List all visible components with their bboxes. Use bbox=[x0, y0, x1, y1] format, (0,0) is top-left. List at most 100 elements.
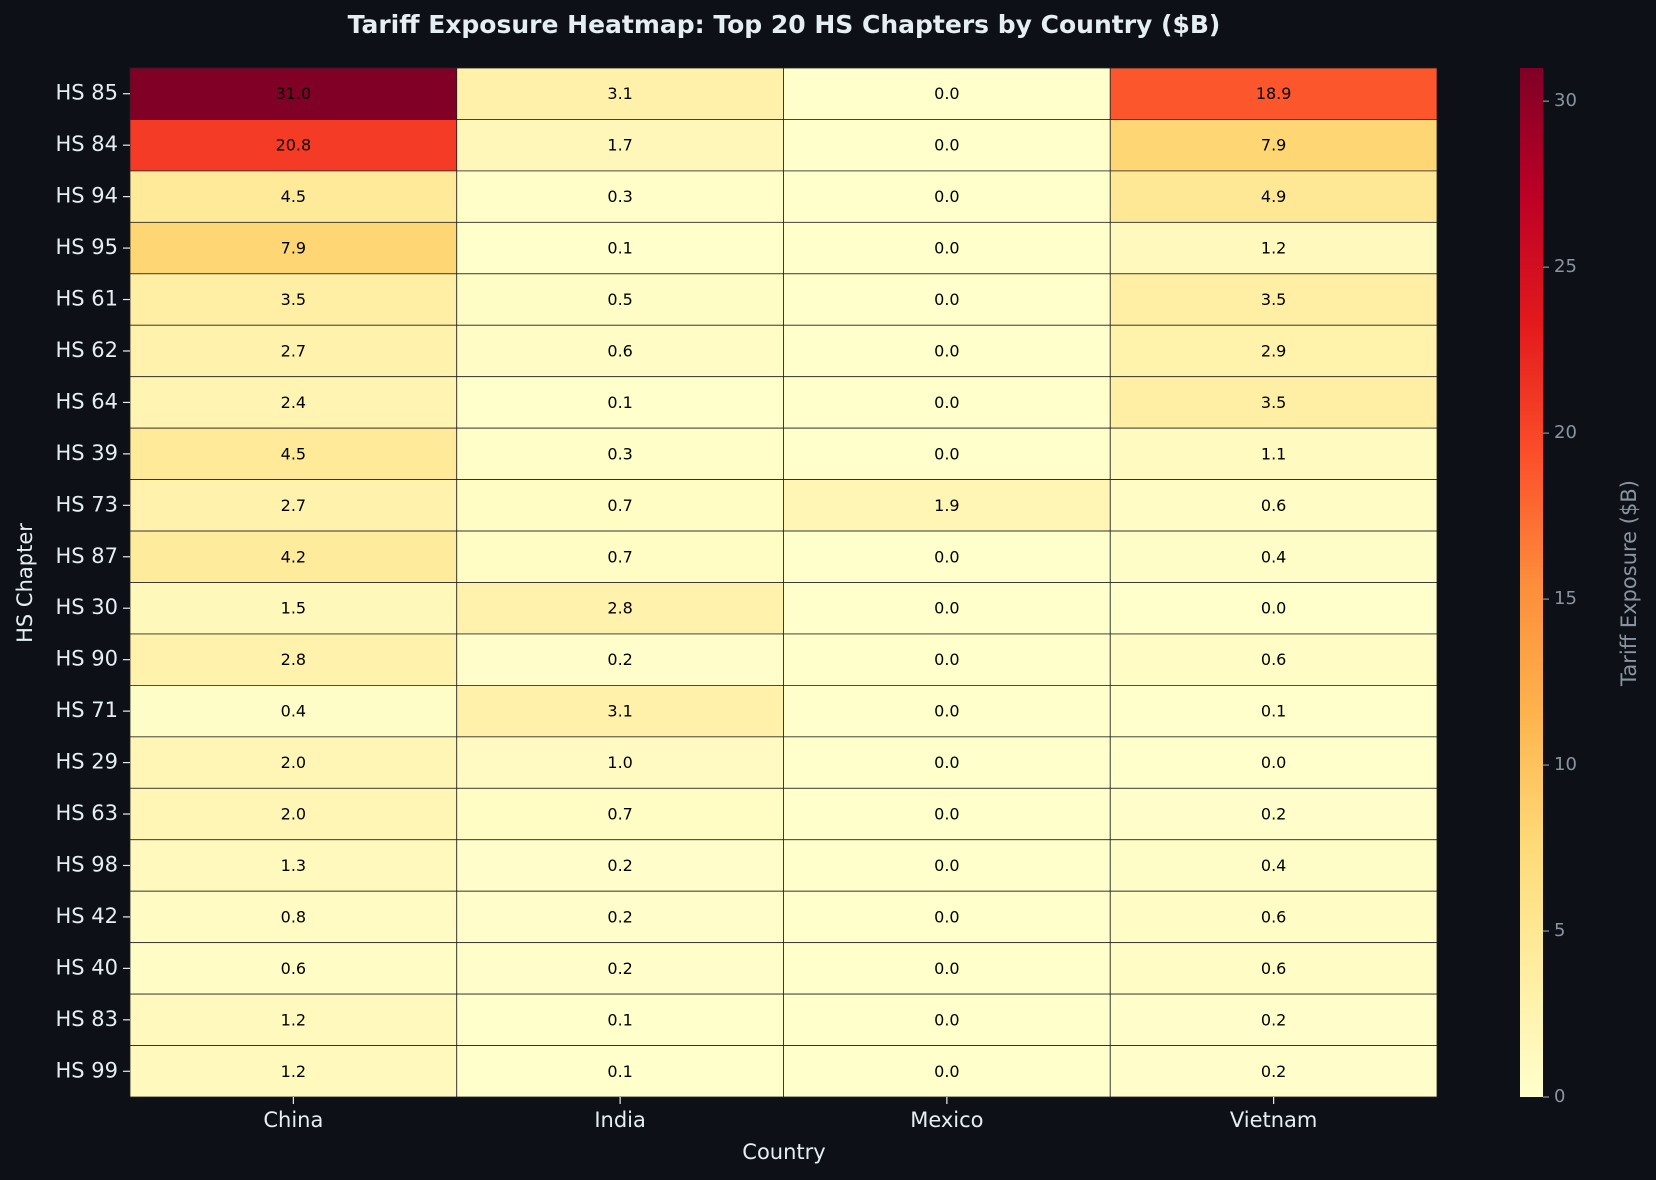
x-tick-label: China bbox=[263, 1108, 323, 1132]
heatmap-cell bbox=[783, 685, 1111, 738]
heatmap-cell bbox=[456, 376, 784, 429]
x-tick-label: Vietnam bbox=[1230, 1108, 1318, 1132]
y-tick-label: HS 94 bbox=[55, 184, 118, 208]
heatmap-cell bbox=[1109, 324, 1438, 378]
colorbar-tick-label: 25 bbox=[1554, 256, 1577, 277]
heatmap-cell bbox=[129, 787, 458, 841]
cell-label: 0.4 bbox=[1261, 856, 1286, 875]
heatmap-cell bbox=[1109, 736, 1438, 789]
x-tick-label: India bbox=[594, 1108, 646, 1132]
heatmap-cell bbox=[783, 170, 1111, 223]
heatmap-cell bbox=[783, 530, 1111, 583]
y-tick-label: HS 73 bbox=[55, 492, 118, 516]
cell-label: 0.7 bbox=[607, 805, 632, 824]
cell-label: 1.2 bbox=[281, 1010, 306, 1029]
cell-label: 0.4 bbox=[281, 702, 306, 721]
cell-label: 2.0 bbox=[281, 753, 306, 772]
cell-label: 4.5 bbox=[281, 187, 306, 206]
cell-label: 0.1 bbox=[607, 239, 632, 258]
cell-label: 3.5 bbox=[1261, 393, 1286, 412]
heatmap-cell bbox=[783, 273, 1111, 326]
heatmap-cell bbox=[783, 736, 1111, 789]
cell-label: 0.7 bbox=[607, 496, 632, 515]
heatmap-cell bbox=[456, 993, 784, 1046]
heatmap-cell bbox=[1109, 530, 1438, 583]
y-tick-label: HS 30 bbox=[55, 595, 118, 619]
cell-label: 0.0 bbox=[934, 753, 959, 772]
heatmap-cell bbox=[129, 221, 458, 275]
cell-label: 0.1 bbox=[1261, 702, 1286, 721]
cell-label: 1.9 bbox=[934, 496, 959, 515]
heatmap-cell bbox=[1109, 839, 1438, 892]
heatmap-cell bbox=[1109, 221, 1438, 275]
x-axis-label: Country bbox=[742, 1140, 825, 1164]
cell-label: 0.0 bbox=[934, 239, 959, 258]
cell-label: 0.0 bbox=[934, 444, 959, 463]
x-tick-label: Mexico bbox=[910, 1108, 983, 1132]
colorbar-label: Tariff Exposure ($B) bbox=[1617, 480, 1641, 687]
heatmap-cell bbox=[783, 1045, 1111, 1098]
colorbar bbox=[1520, 68, 1543, 1097]
heatmap-cell bbox=[456, 170, 784, 223]
y-tick-label: HS 62 bbox=[55, 338, 118, 362]
cell-label: 2.8 bbox=[607, 599, 632, 618]
cell-label: 0.7 bbox=[607, 547, 632, 566]
cell-label: 18.9 bbox=[1256, 84, 1292, 103]
heatmap-cell bbox=[783, 839, 1111, 892]
cell-label: 31.0 bbox=[276, 84, 312, 103]
cell-label: 0.0 bbox=[934, 1062, 959, 1081]
heatmap-cell bbox=[129, 993, 458, 1046]
cell-label: 0.2 bbox=[1261, 1010, 1286, 1029]
heatmap-cell bbox=[1109, 376, 1438, 429]
heatmap-cell bbox=[1109, 787, 1438, 841]
y-tick-label: HS 64 bbox=[55, 389, 118, 413]
heatmap-cell bbox=[129, 736, 458, 789]
cell-label: 2.9 bbox=[1261, 341, 1286, 360]
y-tick-label: HS 90 bbox=[55, 647, 118, 671]
cell-label: 20.8 bbox=[276, 136, 312, 155]
cell-label: 0.2 bbox=[1261, 1062, 1286, 1081]
y-tick-label: HS 83 bbox=[55, 1007, 118, 1031]
heatmap-cell bbox=[456, 427, 784, 480]
heatmap-cell bbox=[1109, 685, 1438, 738]
heatmap-cell bbox=[456, 685, 784, 738]
cell-label: 3.5 bbox=[281, 290, 306, 309]
cell-label: 0.0 bbox=[934, 1010, 959, 1029]
heatmap-cell bbox=[129, 633, 458, 686]
cell-label: 4.5 bbox=[281, 444, 306, 463]
cell-label: 1.0 bbox=[607, 753, 632, 772]
cell-label: 0.1 bbox=[607, 1010, 632, 1029]
heatmap-cell bbox=[1109, 67, 1438, 120]
y-tick-label: HS 99 bbox=[55, 1058, 118, 1082]
cell-label: 0.3 bbox=[607, 444, 632, 463]
cell-label: 3.1 bbox=[607, 84, 632, 103]
heatmap-cell bbox=[1109, 942, 1438, 995]
cell-label: 0.0 bbox=[934, 599, 959, 618]
cell-label: 2.7 bbox=[281, 341, 306, 360]
cell-label: 0.3 bbox=[607, 187, 632, 206]
cell-label: 0.6 bbox=[1261, 496, 1286, 515]
y-tick-label: HS 61 bbox=[55, 287, 118, 311]
heatmap-cell bbox=[783, 787, 1111, 841]
y-tick-label: HS 98 bbox=[55, 852, 118, 876]
cell-label: 0.0 bbox=[1261, 753, 1286, 772]
cell-label: 0.6 bbox=[1261, 650, 1286, 669]
y-tick-label: HS 95 bbox=[55, 235, 118, 259]
cell-label: 1.7 bbox=[607, 136, 632, 155]
cell-label: 0.0 bbox=[934, 84, 959, 103]
heatmap-cell bbox=[783, 479, 1111, 532]
y-tick-label: HS 40 bbox=[55, 955, 118, 979]
heatmap-cell bbox=[456, 119, 784, 172]
heatmap-cell bbox=[1109, 479, 1438, 532]
cell-label: 0.6 bbox=[1261, 959, 1286, 978]
cell-label: 0.2 bbox=[607, 959, 632, 978]
cell-label: 0.5 bbox=[607, 290, 632, 309]
cell-label: 0.2 bbox=[607, 856, 632, 875]
cell-label: 4.2 bbox=[281, 547, 306, 566]
cell-label: 0.0 bbox=[934, 341, 959, 360]
cell-label: 0.6 bbox=[607, 341, 632, 360]
heatmap-cell bbox=[783, 67, 1111, 120]
cell-label: 0.1 bbox=[607, 393, 632, 412]
heatmap-cell bbox=[783, 119, 1111, 172]
cell-label: 1.3 bbox=[281, 856, 306, 875]
